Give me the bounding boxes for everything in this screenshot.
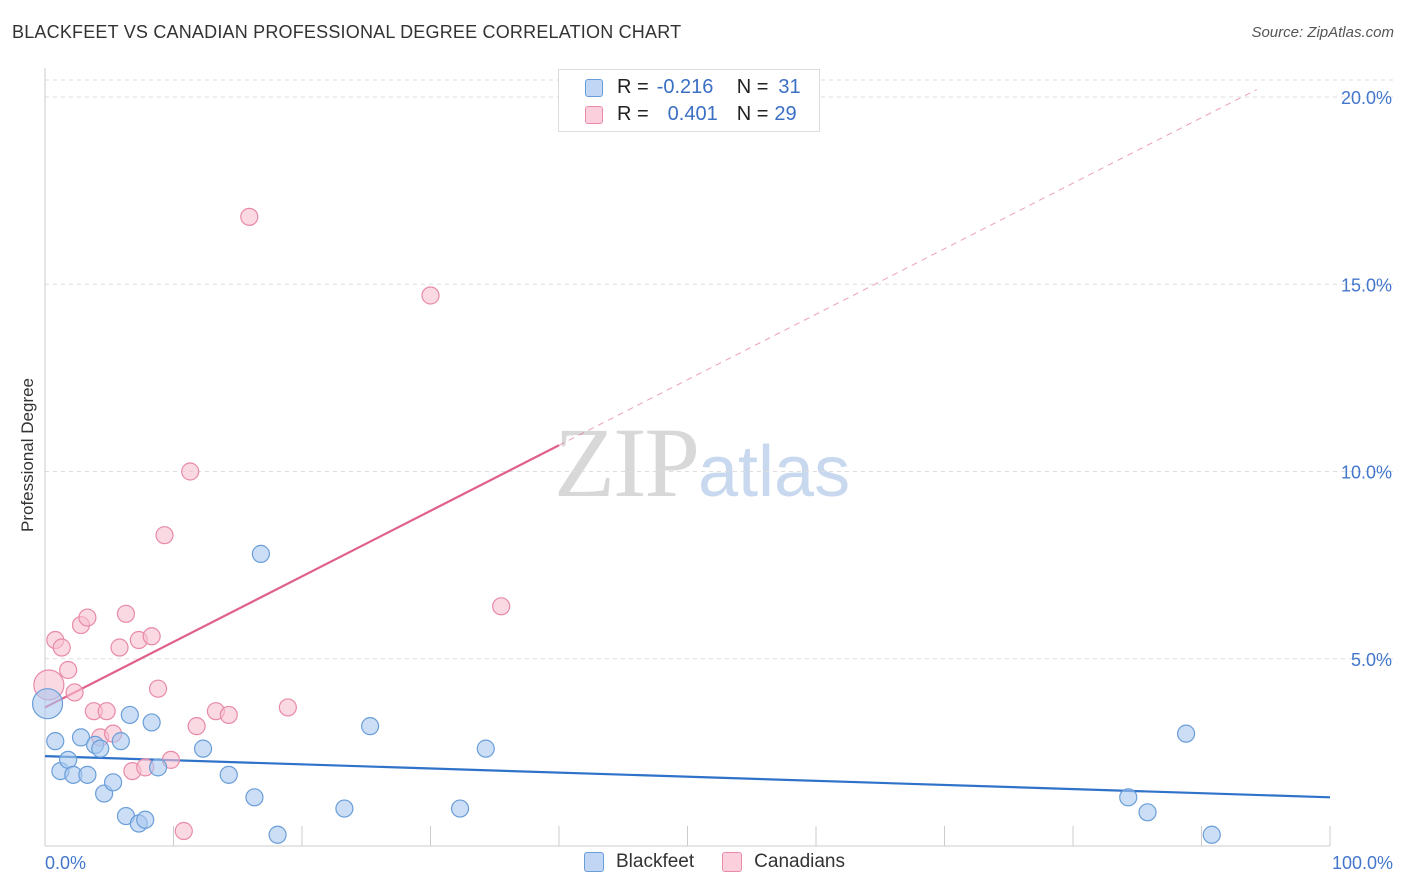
- point-blackfeet: [31, 688, 64, 720]
- source-label: Source: ZipAtlas.com: [1251, 24, 1394, 41]
- point-canadians: [65, 683, 84, 702]
- point-canadians: [116, 604, 136, 623]
- y-tick-label: 5.0%: [1351, 650, 1392, 670]
- legend-r-label: R =: [617, 76, 649, 98]
- point-canadians: [421, 286, 440, 305]
- grid: [45, 79, 1395, 660]
- point-canadians: [187, 717, 206, 736]
- legend-item-canadians: Canadians: [722, 851, 845, 873]
- trend-extension-canadians: [558, 89, 1257, 446]
- point-canadians: [52, 638, 71, 657]
- point-blackfeet: [1138, 803, 1157, 822]
- point-blackfeet: [136, 810, 155, 829]
- point-blackfeet: [268, 825, 287, 844]
- trend-lines: [44, 89, 1331, 799]
- point-canadians: [97, 702, 116, 721]
- point-blackfeet: [46, 732, 65, 751]
- point-blackfeet: [104, 773, 123, 792]
- point-blackfeet: [450, 799, 470, 818]
- chart-title: BLACKFEET VS CANADIAN PROFESSIONAL DEGRE…: [12, 22, 682, 42]
- point-blackfeet: [251, 544, 270, 563]
- point-blackfeet: [120, 705, 139, 725]
- tick-labels: 5.0% 10.0% 15.0% 20.0% 0.0% 100.0%: [45, 88, 1393, 873]
- point-blackfeet: [71, 728, 91, 747]
- point-blackfeet: [219, 765, 238, 784]
- point-blackfeet: [335, 799, 354, 818]
- point-canadians: [78, 608, 97, 627]
- legend-r-label: R =: [617, 103, 649, 125]
- point-blackfeet: [245, 788, 264, 807]
- data-points: [31, 207, 1221, 844]
- point-blackfeet: [148, 758, 168, 777]
- point-canadians: [240, 207, 259, 226]
- y-tick-label: 10.0%: [1341, 463, 1392, 483]
- point-blackfeet: [1119, 788, 1138, 807]
- legend-row-blackfeet: R = -0.216 N = 31: [585, 76, 801, 99]
- legend-n-label: N =: [736, 76, 769, 98]
- point-canadians: [181, 462, 200, 481]
- legend-r-value: 0.401: [667, 103, 718, 125]
- point-blackfeet: [111, 732, 130, 751]
- point-blackfeet: [1202, 825, 1221, 844]
- legend-item-blackfeet: Blackfeet: [584, 851, 694, 873]
- watermark-zip: ZIP: [554, 407, 700, 518]
- point-blackfeet: [1176, 724, 1196, 743]
- trend-line-blackfeet: [44, 755, 1331, 799]
- point-canadians: [278, 698, 297, 717]
- legend-label-blackfeet: Blackfeet: [616, 851, 695, 872]
- point-canadians: [219, 705, 238, 725]
- legend-r-value: -0.216: [656, 76, 714, 98]
- point-blackfeet: [193, 739, 213, 758]
- legend-n-value: 31: [778, 76, 801, 98]
- legend-swatch-blackfeet: [585, 78, 603, 97]
- legend-row-canadians: R = 0.401 N = 29: [585, 103, 797, 126]
- y-tick-label: 20.0%: [1341, 88, 1392, 108]
- legend-n-label: N =: [736, 103, 769, 125]
- point-canadians: [148, 679, 168, 698]
- point-canadians: [174, 821, 193, 841]
- x-tick-label-max: 100.0%: [1332, 853, 1393, 873]
- x-tick-label-min: 0.0%: [45, 853, 86, 873]
- point-canadians: [142, 627, 161, 646]
- legend-swatch-canadians: [585, 105, 603, 124]
- legend-label-canadians: Canadians: [754, 851, 845, 872]
- legend-swatch-canadians: [722, 852, 743, 872]
- trend-line-canadians: [44, 444, 560, 709]
- point-canadians: [155, 526, 174, 545]
- point-canadians: [110, 638, 129, 657]
- y-tick-label: 15.0%: [1341, 275, 1392, 295]
- axes: [44, 68, 1331, 847]
- point-blackfeet: [476, 739, 495, 758]
- legend-n-value: 29: [774, 103, 797, 125]
- point-canadians: [59, 660, 78, 680]
- legend-swatch-blackfeet: [584, 852, 604, 872]
- point-blackfeet: [361, 717, 380, 736]
- point-canadians: [492, 597, 511, 616]
- correlation-legend: R = -0.216 N = 31 R = 0.401 N = 29: [558, 69, 820, 132]
- point-blackfeet: [91, 739, 110, 758]
- point-blackfeet: [142, 713, 161, 732]
- series-legend: Blackfeet Canadians: [584, 851, 873, 873]
- point-blackfeet: [78, 765, 97, 784]
